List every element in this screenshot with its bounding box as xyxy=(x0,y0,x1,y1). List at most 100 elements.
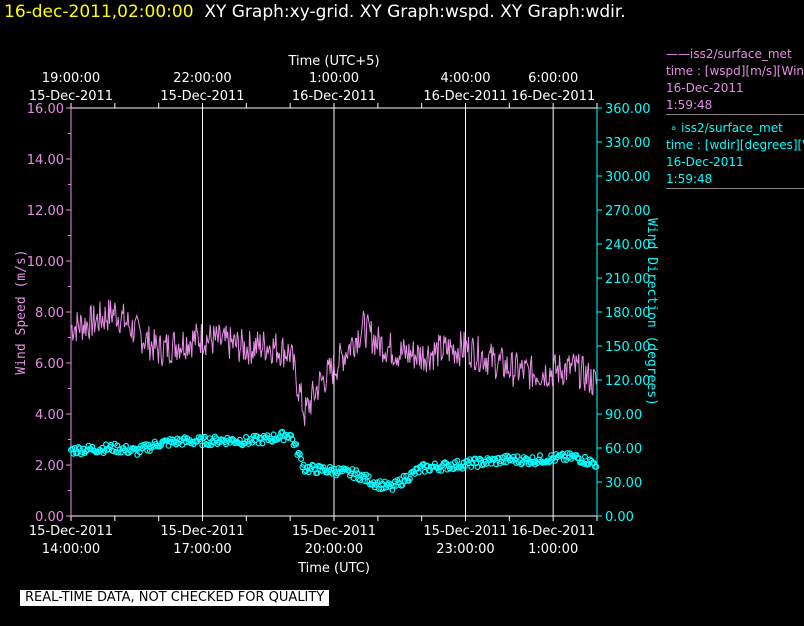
wdir-point xyxy=(468,463,475,470)
wdir-point xyxy=(205,442,212,449)
y-tick-label-left: 0.00 xyxy=(35,510,64,525)
wdir-point xyxy=(504,452,511,459)
wdir-point xyxy=(430,463,437,470)
wdir-point xyxy=(75,444,82,451)
x-tick-label-time: 1:00:00 xyxy=(528,542,578,557)
wdir-point xyxy=(114,442,121,449)
y-tick-label-left: 16.00 xyxy=(27,102,64,117)
wdir-point xyxy=(146,448,153,455)
wdir-point xyxy=(406,475,413,482)
wdir-point xyxy=(474,464,481,471)
wdir-point xyxy=(89,443,96,450)
legend-wspd-date: 16-Dec-2011 xyxy=(666,81,744,95)
y-tick-label-left: 8.00 xyxy=(35,306,64,321)
wdir-point xyxy=(144,447,151,454)
x-tick-label-date: 15-Dec-2011 xyxy=(292,524,376,539)
legend-wspd: ——iss2/surface_met time : [wspd][m/s][Wi… xyxy=(666,46,804,115)
top-tick-label-date: 15-Dec-2011 xyxy=(160,89,244,104)
wdir-point xyxy=(270,431,277,438)
top-tick-label-time: 4:00:00 xyxy=(440,71,490,86)
wdir-point xyxy=(401,478,408,485)
y-tick-label-right: 210.00 xyxy=(605,272,651,287)
wdir-point xyxy=(115,449,122,456)
y-tick-label-right: 360.00 xyxy=(605,102,651,117)
y-tick-label-right: 90.00 xyxy=(605,408,642,423)
wdir-point xyxy=(301,468,308,475)
wdir-point xyxy=(76,445,83,452)
top-tick-label-time: 6:00:00 xyxy=(528,71,578,86)
y-tick-label-right: 150.00 xyxy=(605,340,651,355)
wdir-point xyxy=(238,441,245,448)
wdir-point xyxy=(179,441,186,448)
y-tick-label-left: 4.00 xyxy=(35,408,64,423)
wdir-point xyxy=(396,476,403,483)
y-tick-label-left: 2.00 xyxy=(35,459,64,474)
top-tick-label-time: 19:00:00 xyxy=(42,71,100,86)
legend-wdir: ∘ iss2/surface_met time : [wdir][degrees… xyxy=(666,120,804,189)
series-wspd-line xyxy=(70,299,597,427)
y-tick-label-right: 180.00 xyxy=(605,306,651,321)
wdir-point xyxy=(298,456,305,463)
top-tick-label-date: 15-Dec-2011 xyxy=(29,89,113,104)
legend-line-symbol: —— xyxy=(666,47,690,61)
legend-wdir-var: time : [wdir][degrees][V xyxy=(666,138,804,152)
wdir-point xyxy=(415,469,422,476)
wdir-point xyxy=(581,453,588,460)
x-tick-label-date: 15-Dec-2011 xyxy=(160,524,244,539)
top-tick-label-time: 1:00:00 xyxy=(309,71,359,86)
top-tick-label-time: 22:00:00 xyxy=(173,71,231,86)
wdir-point xyxy=(529,454,536,461)
top-tick-label-date: 16-Dec-2011 xyxy=(511,89,595,104)
wdir-point xyxy=(320,464,327,471)
wdir-point xyxy=(361,478,368,485)
y-tick-label-right: 270.00 xyxy=(605,204,651,219)
graph-list: XY Graph:xy-grid. XY Graph:wspd. XY Grap… xyxy=(204,2,626,22)
wdir-point xyxy=(477,455,484,462)
x-tick-label-time: 23:00:00 xyxy=(436,542,494,557)
wdir-point xyxy=(289,436,296,443)
wdir-point xyxy=(569,452,576,459)
y-tick-label-right: 30.00 xyxy=(605,476,642,491)
wdir-point xyxy=(431,460,438,467)
wdir-point xyxy=(455,464,462,471)
wdir-point xyxy=(400,472,407,479)
legend-marker-symbol: ∘ xyxy=(669,121,678,135)
wdir-point xyxy=(200,435,207,442)
wdir-point xyxy=(500,459,507,466)
y-tick-label-left: 12.00 xyxy=(27,204,64,219)
wdir-point xyxy=(502,453,509,460)
wdir-point xyxy=(545,459,552,466)
y-axis-label-left: Wind Speed (m/s) xyxy=(14,249,29,374)
wdir-point xyxy=(314,470,321,477)
wdir-point xyxy=(521,456,528,463)
wdir-point xyxy=(365,473,372,480)
y-tick-label-right: 60.00 xyxy=(605,442,642,457)
legend-wspd-name: iss2/surface_met xyxy=(690,47,792,61)
wdir-point xyxy=(336,468,343,475)
y-tick-label-right: 0.00 xyxy=(605,510,634,525)
wdir-point xyxy=(255,440,262,447)
x-axis-label-bottom: Time (UTC) xyxy=(297,561,370,576)
y-tick-label-left: 14.00 xyxy=(27,153,64,168)
wdir-point xyxy=(523,455,530,462)
y-tick-label-right: 120.00 xyxy=(605,374,651,389)
wdir-point xyxy=(136,449,143,456)
legend-wspd-time: 1:59:48 xyxy=(666,98,713,112)
wdir-point xyxy=(176,436,183,443)
wdir-point xyxy=(438,467,445,474)
legend-wdir-date: 16-Dec-2011 xyxy=(666,155,744,169)
wdir-point xyxy=(143,441,150,448)
x-tick-label-time: 14:00:00 xyxy=(42,542,100,557)
wdir-point xyxy=(259,440,266,447)
wdir-point xyxy=(440,460,447,467)
x-tick-label-date: 16-Dec-2011 xyxy=(511,524,595,539)
page-header: 16-dec-2011,02:00:00 XY Graph:xy-grid. X… xyxy=(4,2,626,22)
wdir-point xyxy=(492,455,499,462)
legend-wspd-var: time : [wspd][m/s][Wind xyxy=(666,64,804,78)
y-tick-label-right: 240.00 xyxy=(605,238,651,253)
wdir-point xyxy=(209,438,216,445)
y-tick-label-left: 6.00 xyxy=(35,357,64,372)
wdir-point xyxy=(560,456,567,463)
y-axis-label-right: Wind Direction (degrees) xyxy=(644,218,659,406)
wdir-point xyxy=(353,467,360,474)
